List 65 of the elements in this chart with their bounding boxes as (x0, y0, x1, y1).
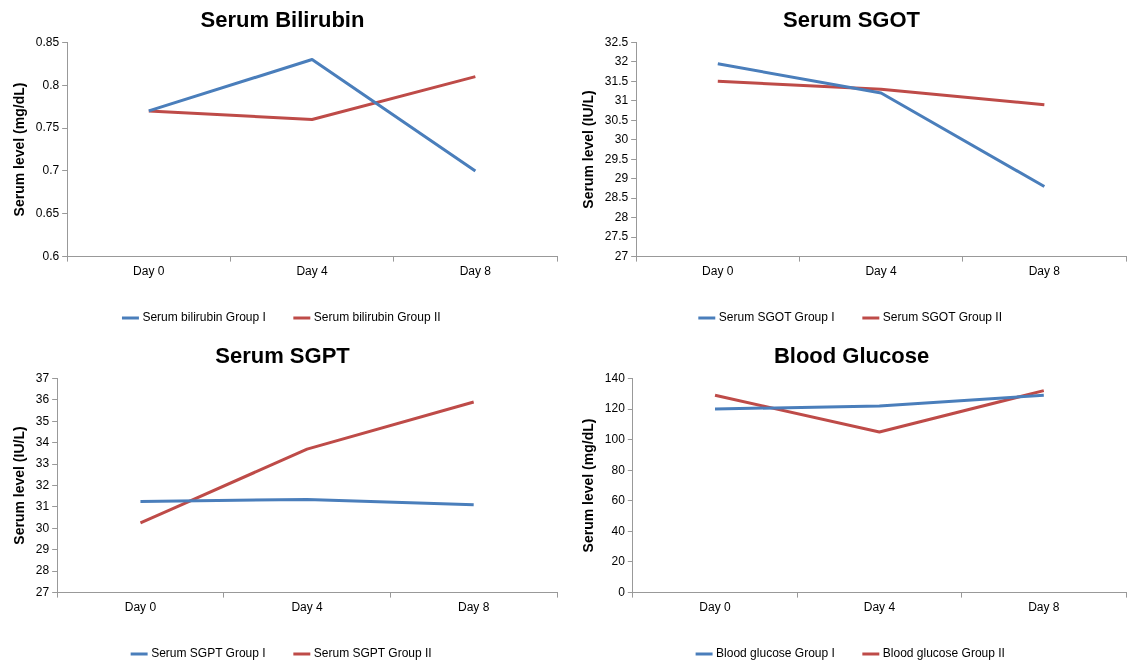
y-tick-label: 31 (35, 499, 50, 514)
legend-label: Blood glucose Group I (716, 646, 835, 661)
y-tick-label: 30.5 (604, 112, 629, 127)
x-tick-label: Day 8 (1028, 264, 1061, 279)
y-tick-label: 40 (611, 523, 626, 538)
y-tick-label: 31.5 (604, 73, 629, 88)
y-tick-label: 30 (35, 520, 50, 535)
y-tick-label: 0 (618, 584, 626, 599)
y-tick-label: 33 (35, 456, 50, 471)
y-tick-label: 28.5 (604, 190, 629, 205)
x-tick-label: Day 4 (865, 264, 898, 279)
x-tick-label: Day 0 (702, 264, 734, 279)
y-tick-label: 37 (35, 370, 50, 385)
y-tick-label: 27 (35, 584, 50, 599)
legend-label: Serum bilirubin Group I (142, 310, 266, 325)
y-axis-title: Serum level (mg/dL) (580, 418, 597, 553)
y-tick-label: 80 (611, 462, 626, 477)
y-tick-label: 120 (604, 401, 626, 416)
legend-label: Serum SGPT Group II (313, 646, 432, 661)
y-tick-label: 29 (614, 171, 629, 186)
y-tick-label: 27.5 (604, 229, 629, 244)
y-tick-label: 35 (35, 413, 50, 428)
y-tick-label: 29 (35, 542, 50, 557)
legend-label: Blood glucose Group II (882, 646, 1005, 661)
chart-title: Serum SGPT (215, 343, 351, 369)
y-tick-label: 0.8 (42, 77, 60, 92)
legend-label: Serum SGOT Group II (882, 310, 1002, 325)
chart-title: Serum Bilirubin (200, 7, 365, 33)
x-tick-label: Day 8 (1028, 600, 1060, 615)
x-tick-label: Day 0 (124, 600, 157, 615)
y-tick-label: 28 (35, 563, 50, 578)
y-tick-label: 32 (35, 477, 50, 492)
x-tick-label: Day 0 (699, 600, 732, 615)
y-tick-label: 32 (614, 54, 629, 69)
legend-label: Serum SGPT Group I (151, 646, 266, 661)
y-tick-label: 28 (614, 209, 629, 224)
x-tick-label: Day 4 (291, 600, 324, 615)
y-tick-label: 27 (614, 248, 629, 263)
y-tick-label: 30 (614, 132, 629, 147)
y-axis-title: Serum level (IU/L) (580, 90, 597, 209)
y-tick-label: 0.7 (42, 163, 60, 178)
y-tick-label: 60 (611, 493, 626, 508)
x-tick-label: Day 8 (459, 264, 492, 279)
chart-title: Blood Glucose (773, 343, 930, 369)
x-tick-label: Day 8 (458, 600, 490, 615)
y-tick-label: 34 (35, 434, 50, 449)
x-tick-label: Day 0 (133, 264, 165, 279)
y-tick-label: 32.5 (604, 34, 629, 49)
legend-label: Serum SGOT Group I (718, 310, 835, 325)
y-axis-title: Serum level (IU/L) (11, 426, 28, 545)
y-axis-title: Serum level (mg/dL) (11, 82, 28, 217)
y-tick-label: 100 (604, 431, 626, 446)
y-tick-label: 140 (604, 370, 626, 385)
y-tick-label: 36 (35, 392, 50, 407)
chart-title: Serum SGOT (783, 7, 921, 33)
legend-label: Serum bilirubin Group II (313, 310, 441, 325)
y-tick-label: 0.75 (35, 120, 60, 135)
y-tick-label: 0.6 (42, 248, 60, 263)
y-tick-label: 0.65 (35, 206, 60, 221)
y-tick-label: 31 (614, 93, 629, 108)
x-tick-label: Day 4 (296, 264, 329, 279)
y-tick-label: 0.85 (35, 34, 60, 49)
y-tick-label: 29.5 (604, 151, 629, 166)
y-tick-label: 20 (611, 554, 626, 569)
x-tick-label: Day 4 (863, 600, 896, 615)
